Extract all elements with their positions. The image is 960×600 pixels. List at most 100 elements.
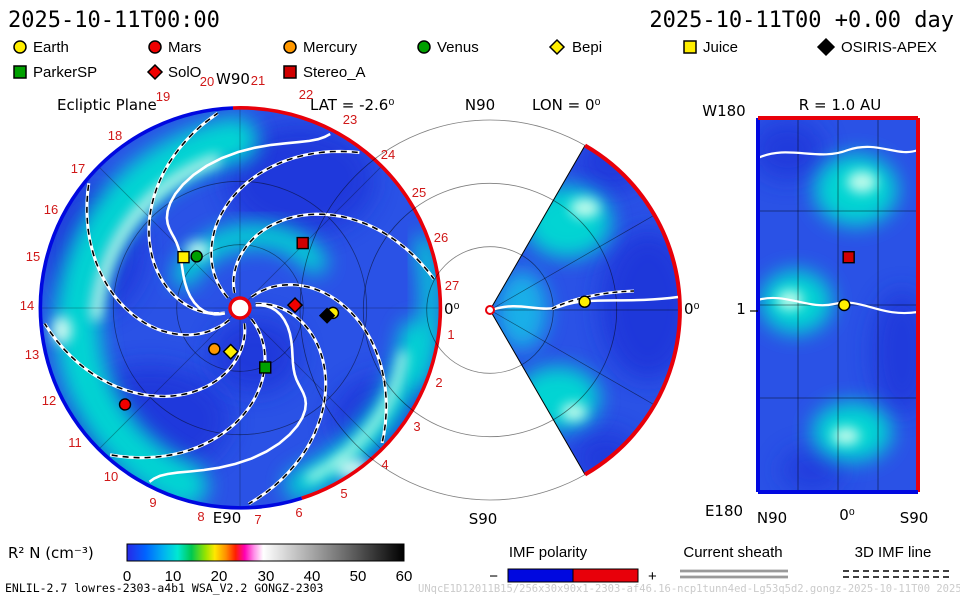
sphere-axis-s90: S90 [900, 509, 929, 527]
sphere-title: R = 1.0 AU [799, 96, 881, 114]
day-tick: 16 [44, 202, 58, 217]
colorbar-gradient-bar [126, 543, 405, 562]
day-tick: 27 [445, 278, 459, 293]
legend-item-mercury: Mercury [283, 39, 358, 56]
day-tick: 13 [25, 347, 39, 362]
legend-label: Mars [168, 39, 201, 56]
day-tick: 10 [104, 469, 118, 484]
meridional-labels: N90 LON = 0⁰ S90 0⁰ [465, 96, 700, 528]
ecliptic-lat-label: LAT = -2.6⁰ [310, 96, 394, 114]
object-Earth [838, 298, 851, 312]
ecliptic-title: Ecliptic Plane [57, 96, 157, 114]
osiris-apex-symbol-icon [816, 37, 836, 57]
legend-label: Juice [703, 39, 738, 56]
day-tick: 20 [200, 74, 214, 89]
parkersp-symbol-icon [13, 65, 27, 79]
ecliptic-labels: Ecliptic Plane LAT = -2.6⁰ W90 E90 0⁰ 1 … [20, 70, 460, 527]
colorbar-tick: 10 [165, 568, 182, 585]
imf-polarity-plus: + [648, 568, 657, 585]
colorbar-tick: 20 [211, 568, 228, 585]
object-ParkerSP [259, 361, 272, 374]
earth-symbol-icon [13, 40, 27, 54]
watermark: UNqcE1D12011B15/256x30x90x1-2303-af46.16… [418, 583, 960, 595]
legend-label: SolO [168, 64, 201, 81]
venus-symbol-icon [417, 40, 431, 54]
meridional-title: LON = 0⁰ [532, 96, 601, 114]
sphere-radius-tick: 1 [736, 300, 746, 318]
model-info: ENLIL-2.7 lowres-2303-a4b1 WSA_V2.2 GONG… [5, 581, 324, 595]
colorbar-label: R² N (cm⁻³) [8, 544, 94, 562]
object-OSIRIS-APEX [318, 307, 336, 324]
sphere-labels: R = 1.0 AU W180 E180 N90 0⁰ S90 1 [702, 96, 928, 527]
colorbar-tick: 60 [396, 568, 413, 585]
ecliptic-top-label: W90 [216, 70, 250, 88]
current-sheath-sample: Current sheath [680, 544, 788, 579]
legend-label: Mercury [303, 39, 358, 56]
day-tick: 18 [108, 128, 122, 143]
stereo-a-symbol-icon [283, 65, 297, 79]
sphere-axis-n90: N90 [757, 509, 787, 527]
colorbar-tick: 40 [304, 568, 321, 585]
day-tick: 3 [413, 419, 420, 434]
day-tick: 2 [435, 375, 442, 390]
juice-symbol-icon [683, 40, 697, 54]
legend-item-earth: Earth [13, 39, 69, 56]
legend-item-juice: Juice [683, 39, 738, 56]
sphere-map-field [750, 116, 920, 494]
legend-item-solo: SolO [146, 63, 201, 81]
object-Earth [578, 295, 591, 308]
header: 2025-10-11T00:00 2025-10-11T00 +0.00 day [8, 8, 954, 33]
legend-item-stereo-a: Stereo_A [283, 64, 366, 81]
mercury-symbol-icon [283, 40, 297, 54]
day-tick: 24 [381, 147, 395, 162]
day-tick: 25 [412, 185, 426, 200]
ecliptic-right-label: 0⁰ [444, 300, 460, 318]
current-sheath-label: Current sheath [683, 544, 782, 561]
day-tick: 21 [251, 73, 265, 88]
legend: Earth Mars Mercury Venus Bepi Juice OSIR… [13, 37, 937, 81]
colorbar-tick: 0 [123, 568, 131, 585]
solo-symbol-icon [146, 63, 164, 81]
legend-label: Stereo_A [303, 64, 366, 81]
legend-label: Earth [33, 39, 69, 56]
day-tick: 7 [254, 512, 261, 527]
legend-item-parkersp: ParkerSP [13, 64, 97, 81]
sphere-topleft-label: W180 [702, 102, 745, 120]
colorbar: R² N (cm⁻³) 0 10 20 30 40 50 60 [8, 543, 413, 585]
legend-item-mars: Mars [148, 39, 201, 56]
legend-label: OSIRIS-APEX [841, 39, 937, 56]
imf-polarity-negative-swatch [507, 568, 574, 583]
day-tick: 15 [26, 249, 40, 264]
object-Bepi [222, 343, 239, 360]
meridional-bottom-label: S90 [469, 510, 498, 528]
legend-label: Venus [437, 39, 479, 56]
legend-item-osiris-apex: OSIRIS-APEX [816, 37, 937, 57]
day-tick: 17 [71, 161, 85, 176]
meridional-right-label: 0⁰ [684, 300, 700, 318]
day-tick: 23 [343, 112, 357, 127]
timestamp-right: 2025-10-11T00 +0.00 day [649, 8, 954, 33]
imf-polarity-sample: IMF polarity − + [489, 544, 657, 585]
day-tick: 8 [197, 509, 204, 524]
day-tick: 22 [299, 87, 313, 102]
bepi-symbol-icon [548, 38, 566, 56]
legend-item-venus: Venus [417, 39, 479, 56]
imf-line-label: 3D IMF line [855, 544, 932, 561]
legend-label: ParkerSP [33, 64, 97, 81]
day-tick: 1 [447, 327, 454, 342]
imf-polarity-positive-swatch [572, 568, 639, 583]
footer: ENLIL-2.7 lowres-2303-a4b1 WSA_V2.2 GONG… [5, 581, 960, 595]
day-tick: 9 [149, 495, 156, 510]
object-Stereo_A [842, 251, 855, 264]
day-tick: 14 [20, 298, 34, 313]
sphere-bottomleft-label: E180 [705, 502, 743, 520]
sphere-axis-0: 0⁰ [839, 506, 855, 524]
timestamp-left: 2025-10-11T00:00 [8, 8, 220, 33]
day-tick: 5 [340, 486, 347, 501]
mars-symbol-icon [148, 40, 162, 54]
meridional-top-label: N90 [465, 96, 495, 114]
object-Stereo_A [296, 236, 309, 250]
object-Mars [118, 398, 132, 411]
day-tick: 11 [68, 435, 82, 450]
